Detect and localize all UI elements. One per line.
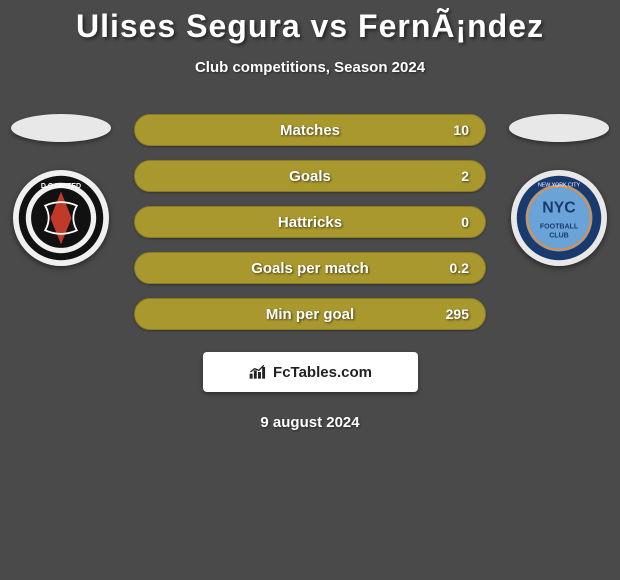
stat-bar: Goals2	[134, 160, 486, 192]
stat-label: Min per goal	[135, 299, 485, 329]
stat-bar: Min per goal295	[134, 298, 486, 330]
stats-list: Matches10 Goals2 Hattricks0 Goals per match…	[116, 114, 504, 330]
stat-label: Matches	[135, 115, 485, 145]
brand-label: FcTables.com	[273, 364, 372, 381]
chart-icon	[248, 363, 268, 381]
stat-value-right: 0.2	[450, 253, 469, 283]
stat-bar: Goals per match0.2	[134, 252, 486, 284]
brand-link[interactable]: FcTables.com	[203, 352, 418, 392]
svg-text:CLUB: CLUB	[549, 232, 569, 239]
stat-label: Hattricks	[135, 207, 485, 237]
svg-text:NYC: NYC	[542, 200, 575, 217]
svg-text:FOOTBALL: FOOTBALL	[540, 224, 579, 231]
stat-value-right: 0	[461, 207, 469, 237]
svg-text:NEW YORK CITY: NEW YORK CITY	[538, 182, 581, 188]
stat-label: Goals per match	[135, 253, 485, 283]
player2-avatar	[509, 114, 609, 142]
stat-value-right: 295	[446, 299, 469, 329]
player1-club-badge: D.C.UNITED	[13, 170, 109, 266]
page-title: Ulises Segura vs FernÃ¡ndez	[0, 8, 620, 45]
stat-value-right: 10	[453, 115, 469, 145]
player2-club-badge: NYC FOOTBALL CLUB NEW YORK CITY	[511, 170, 607, 266]
nycfc-icon: NYC FOOTBALL CLUB NEW YORK CITY	[515, 174, 603, 262]
stat-bar: Matches10	[134, 114, 486, 146]
stat-value-right: 2	[461, 161, 469, 191]
player1-side: D.C.UNITED	[6, 114, 116, 266]
dc-united-icon: D.C.UNITED	[17, 174, 105, 262]
comparison-row: D.C.UNITED Matches10 Goals2 Hattricks0 Goal…	[0, 114, 620, 330]
page-subtitle: Club competitions, Season 2024	[0, 59, 620, 76]
player1-avatar	[11, 114, 111, 142]
svg-text:D.C.UNITED: D.C.UNITED	[41, 183, 81, 190]
date-label: 9 august 2024	[0, 414, 620, 431]
player2-side: NYC FOOTBALL CLUB NEW YORK CITY	[504, 114, 614, 266]
stat-bar: Hattricks0	[134, 206, 486, 238]
stat-label: Goals	[135, 161, 485, 191]
